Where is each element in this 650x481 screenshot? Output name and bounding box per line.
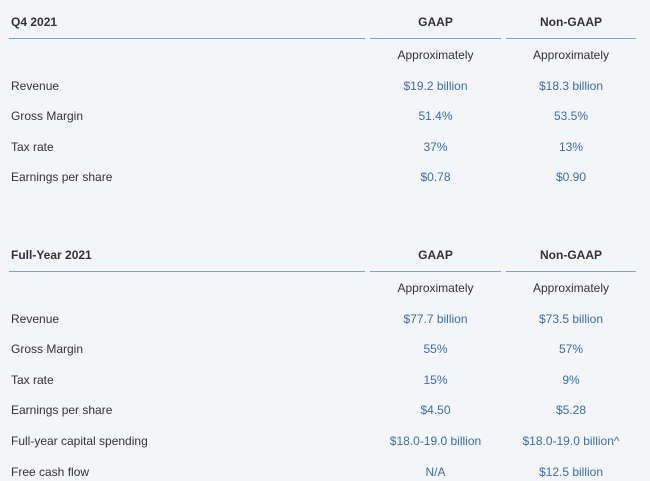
row-label: Full-year capital spending bbox=[11, 433, 148, 448]
table-row: Earnings per share $0.78 $0.90 bbox=[0, 162, 650, 193]
table-row: Full-year capital spending $18.0-19.0 bi… bbox=[0, 426, 650, 457]
non-gaap-qualifier: Approximately bbox=[532, 281, 610, 295]
row-label: Revenue bbox=[11, 311, 60, 326]
non-gaap-value: $18.3 billion bbox=[538, 78, 604, 93]
gaap-value: 37% bbox=[423, 139, 448, 154]
non-gaap-value: 57% bbox=[558, 342, 584, 357]
gaap-value: 55% bbox=[423, 342, 448, 357]
gaap-value: 15% bbox=[423, 372, 448, 387]
table-row: Gross Margin 55% 57% bbox=[0, 334, 650, 365]
table-row: Tax rate 15% 9% bbox=[0, 365, 650, 396]
row-label: Free cash flow bbox=[11, 464, 90, 479]
gaap-value: $77.7 billion bbox=[403, 311, 468, 326]
row-label: Revenue bbox=[11, 78, 60, 93]
non-gaap-qualifier: Approximately bbox=[532, 48, 610, 62]
gaap-qualifier: Approximately bbox=[397, 48, 474, 62]
gaap-value: $19.2 billion bbox=[403, 78, 468, 93]
gaap-value: N/A bbox=[425, 464, 446, 479]
row-label: Earnings per share bbox=[11, 403, 113, 418]
table-row: Gross Margin 51.4% 53.5% bbox=[0, 101, 650, 132]
non-gaap-value: 9% bbox=[562, 372, 580, 387]
non-gaap-value: $12.5 billion bbox=[538, 464, 604, 479]
table-row: Tax rate 37% 13% bbox=[0, 132, 650, 163]
non-gaap-column-heading: Non-GAAP bbox=[506, 233, 636, 272]
qualifier-row: Approximately Approximately bbox=[0, 40, 650, 71]
table-row: Free cash flow N/A $12.5 billion bbox=[0, 457, 650, 481]
row-label: Earnings per share bbox=[11, 170, 113, 185]
row-label: Gross Margin bbox=[11, 342, 84, 357]
table-row: Revenue $77.7 billion $73.5 billion bbox=[0, 304, 650, 335]
non-gaap-value: $18.0-19.0 billion^ bbox=[522, 433, 620, 448]
gaap-value: 51.4% bbox=[418, 109, 453, 124]
non-gaap-column-heading: Non-GAAP bbox=[506, 0, 636, 39]
period-heading: Q4 2021 bbox=[9, 0, 365, 39]
table-row: Earnings per share $4.50 $5.28 bbox=[0, 395, 650, 426]
non-gaap-value: $73.5 billion bbox=[538, 311, 604, 326]
qualifier-row: Approximately Approximately bbox=[0, 273, 650, 304]
gaap-column-heading: GAAP bbox=[370, 233, 501, 272]
gaap-qualifier: Approximately bbox=[397, 281, 474, 295]
gaap-column-heading: GAAP bbox=[370, 0, 501, 39]
row-label: Gross Margin bbox=[11, 109, 84, 124]
period-heading: Full-Year 2021 bbox=[9, 233, 365, 272]
full-year-2021-table: Full-Year 2021 GAAP Non-GAAP Approximate… bbox=[0, 233, 650, 481]
table-row: Revenue $19.2 billion $18.3 billion bbox=[0, 71, 650, 102]
non-gaap-value: 53.5% bbox=[553, 109, 589, 124]
gaap-value: $18.0-19.0 billion bbox=[389, 433, 482, 448]
q4-2021-table: Q4 2021 GAAP Non-GAAP Approximately Appr… bbox=[0, 0, 650, 193]
row-label: Tax rate bbox=[11, 139, 54, 154]
gaap-value: $4.50 bbox=[420, 403, 451, 418]
table-header: Q4 2021 GAAP Non-GAAP bbox=[0, 0, 650, 40]
non-gaap-value: 13% bbox=[558, 139, 584, 154]
table-header: Full-Year 2021 GAAP Non-GAAP bbox=[0, 233, 650, 273]
gaap-value: $0.78 bbox=[420, 170, 451, 185]
non-gaap-value: $0.90 bbox=[555, 170, 587, 185]
non-gaap-value: $5.28 bbox=[555, 403, 587, 418]
row-label: Tax rate bbox=[11, 372, 54, 387]
